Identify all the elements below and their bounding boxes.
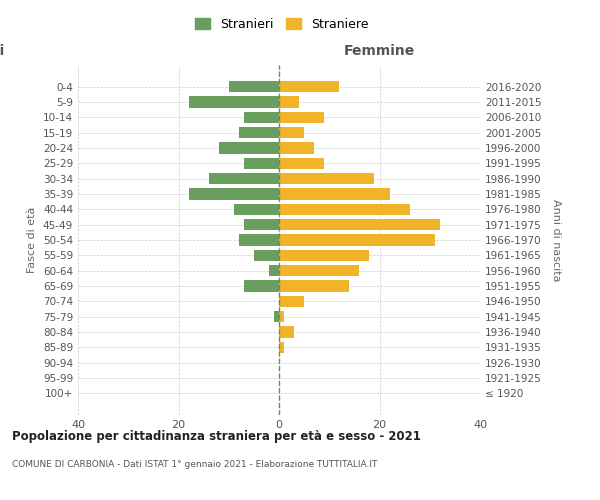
Bar [279,280,349,292]
Bar [279,81,340,92]
Bar [234,204,279,215]
Bar [279,158,324,169]
Bar [279,219,440,230]
Bar [218,142,279,154]
Text: Popolazione per cittadinanza straniera per età e sesso - 2021: Popolazione per cittadinanza straniera p… [12,430,421,443]
Bar [254,250,279,261]
Bar [279,142,314,154]
Bar [279,204,410,215]
Bar [279,96,299,108]
Text: Femmine: Femmine [344,44,415,58]
Text: COMUNE DI CARBONIA - Dati ISTAT 1° gennaio 2021 - Elaborazione TUTTITALIA.IT: COMUNE DI CARBONIA - Dati ISTAT 1° genna… [12,460,377,469]
Bar [188,96,279,108]
Bar [279,173,374,184]
Bar [209,173,279,184]
Text: Maschi: Maschi [0,44,5,58]
Bar [279,250,370,261]
Bar [279,265,359,276]
Bar [279,296,304,307]
Bar [244,112,279,123]
Y-axis label: Anni di nascita: Anni di nascita [551,198,561,281]
Bar [279,311,284,322]
Bar [239,127,279,138]
Legend: Stranieri, Straniere: Stranieri, Straniere [189,11,375,37]
Y-axis label: Fasce di età: Fasce di età [28,207,37,273]
Bar [239,234,279,246]
Bar [274,311,279,322]
Bar [244,219,279,230]
Bar [279,342,284,353]
Bar [269,265,279,276]
Bar [229,81,279,92]
Bar [279,112,324,123]
Bar [279,326,294,338]
Bar [188,188,279,200]
Bar [244,280,279,292]
Bar [244,158,279,169]
Bar [279,234,435,246]
Bar [279,127,304,138]
Bar [279,188,389,200]
